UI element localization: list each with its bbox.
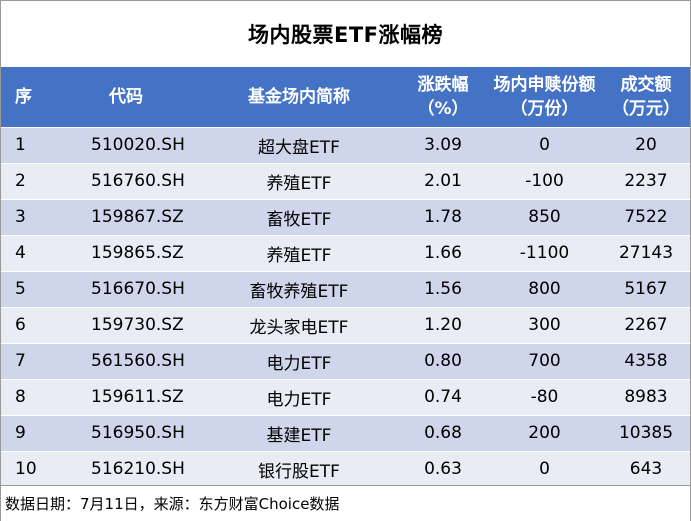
cell-change-pct: 1.78	[399, 199, 487, 236]
cell-code: 159865.SZ	[59, 235, 199, 272]
column-header-share: 场内申赎份额 （万份）	[487, 67, 602, 128]
cell-code: 159867.SZ	[59, 199, 199, 236]
cell-rank: 7	[1, 343, 59, 380]
table-title: 场内股票ETF涨幅榜	[247, 23, 443, 47]
cell-volume: 7522	[602, 199, 690, 236]
column-header-name: 基金场内简称	[199, 67, 399, 128]
column-header-share-line2: （万份）	[510, 98, 579, 119]
column-header-change-line1: 涨跌幅	[417, 74, 469, 95]
cell-rank: 6	[1, 307, 59, 344]
cell-share-change: -100	[487, 163, 602, 200]
cell-change-pct: 1.66	[399, 235, 487, 272]
column-header-code: 代码	[59, 67, 199, 128]
table-row: 2 516760.SH 养殖ETF 2.01 -100 2237	[1, 163, 690, 200]
cell-volume: 4358	[602, 343, 690, 380]
cell-rank: 2	[1, 163, 59, 200]
cell-code: 516950.SH	[59, 415, 199, 452]
column-header-volume: 成交额 （万元）	[602, 67, 690, 128]
table-row: 5 516670.SH 畜牧养殖ETF 1.56 800 5167	[1, 271, 690, 308]
cell-rank: 4	[1, 235, 59, 272]
cell-share-change: 0	[487, 451, 602, 488]
cell-volume: 27143	[602, 235, 690, 272]
etf-gainers-table: 序 代码 基金场内简称 涨跌幅 （%） 场内申赎份额 （万份） 成交额 （万元）…	[1, 67, 690, 488]
cell-share-change: 0	[487, 127, 602, 164]
table-header-row: 序 代码 基金场内简称 涨跌幅 （%） 场内申赎份额 （万份） 成交额 （万元）	[1, 67, 690, 128]
cell-fund-name: 养殖ETF	[199, 235, 399, 272]
cell-change-pct: 0.63	[399, 451, 487, 488]
cell-change-pct: 2.01	[399, 163, 487, 200]
cell-fund-name: 超大盘ETF	[199, 127, 399, 164]
cell-share-change: 700	[487, 343, 602, 380]
cell-change-pct: 0.74	[399, 379, 487, 416]
cell-rank: 3	[1, 199, 59, 236]
table-row: 7 561560.SH 电力ETF 0.80 700 4358	[1, 343, 690, 380]
cell-fund-name: 基建ETF	[199, 415, 399, 452]
cell-volume: 2267	[602, 307, 690, 344]
cell-share-change: 800	[487, 271, 602, 308]
column-header-change: 涨跌幅 （%）	[399, 67, 487, 128]
cell-code: 510020.SH	[59, 127, 199, 164]
cell-fund-name: 养殖ETF	[199, 163, 399, 200]
cell-volume: 643	[602, 451, 690, 488]
cell-volume: 20	[602, 127, 690, 164]
cell-fund-name: 电力ETF	[199, 343, 399, 380]
cell-change-pct: 0.80	[399, 343, 487, 380]
cell-share-change: -1100	[487, 235, 602, 272]
cell-code: 516760.SH	[59, 163, 199, 200]
cell-share-change: 300	[487, 307, 602, 344]
table-row: 8 159611.SZ 电力ETF 0.74 -80 8983	[1, 379, 690, 416]
cell-change-pct: 1.20	[399, 307, 487, 344]
data-source-note: 数据日期：7月11日，来源：东方财富Choice数据	[1, 485, 690, 521]
cell-change-pct: 1.56	[399, 271, 487, 308]
cell-share-change: 200	[487, 415, 602, 452]
cell-volume: 8983	[602, 379, 690, 416]
cell-rank: 5	[1, 271, 59, 308]
cell-fund-name: 电力ETF	[199, 379, 399, 416]
cell-code: 561560.SH	[59, 343, 199, 380]
cell-code: 159730.SZ	[59, 307, 199, 344]
cell-fund-name: 银行股ETF	[199, 451, 399, 488]
table-row: 4 159865.SZ 养殖ETF 1.66 -1100 27143	[1, 235, 690, 272]
cell-code: 516670.SH	[59, 271, 199, 308]
cell-code: 516210.SH	[59, 451, 199, 488]
table-row: 10 516210.SH 银行股ETF 0.63 0 643	[1, 451, 690, 488]
cell-volume: 5167	[602, 271, 690, 308]
column-header-share-line1: 场内申赎份额	[493, 74, 596, 95]
table-row: 1 510020.SH 超大盘ETF 3.09 0 20	[1, 127, 690, 164]
cell-fund-name: 龙头家电ETF	[199, 307, 399, 344]
table-row: 6 159730.SZ 龙头家电ETF 1.20 300 2267	[1, 307, 690, 344]
table-row: 3 159867.SZ 畜牧ETF 1.78 850 7522	[1, 199, 690, 236]
cell-code: 159611.SZ	[59, 379, 199, 416]
cell-change-pct: 3.09	[399, 127, 487, 164]
cell-volume: 10385	[602, 415, 690, 452]
cell-change-pct: 0.68	[399, 415, 487, 452]
cell-fund-name: 畜牧ETF	[199, 199, 399, 236]
column-header-volume-line2: （万元）	[612, 98, 680, 119]
cell-share-change: 850	[487, 199, 602, 236]
table-body: 1 510020.SH 超大盘ETF 3.09 0 20 2 516760.SH 养殖ETF 2.…	[1, 127, 690, 488]
cell-volume: 2237	[602, 163, 690, 200]
column-header-change-line2: （%）	[417, 98, 469, 119]
cell-rank: 8	[1, 379, 59, 416]
cell-rank: 10	[1, 451, 59, 488]
cell-fund-name: 畜牧养殖ETF	[199, 271, 399, 308]
cell-rank: 9	[1, 415, 59, 452]
column-header-rank: 序	[1, 67, 59, 128]
table-row: 9 516950.SH 基建ETF 0.68 200 10385	[1, 415, 690, 452]
cell-share-change: -80	[487, 379, 602, 416]
column-header-volume-line1: 成交额	[620, 74, 672, 95]
cell-rank: 1	[1, 127, 59, 164]
